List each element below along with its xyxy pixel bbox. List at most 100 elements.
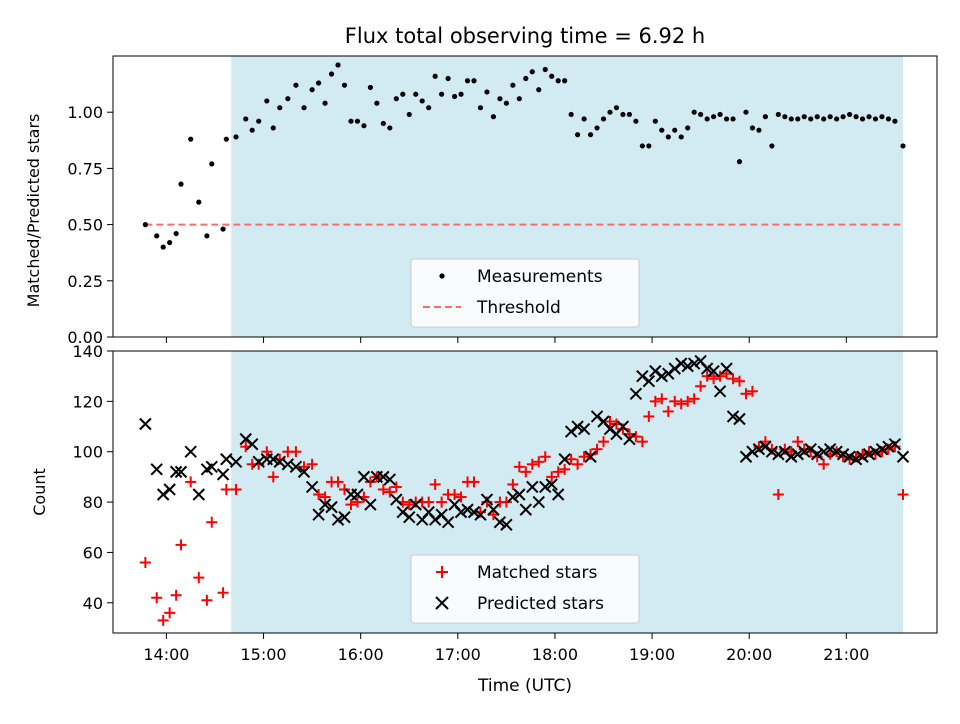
- measurement-point: [354, 118, 361, 124]
- measurement-point: [249, 127, 255, 133]
- predicted-star-point: [480, 493, 494, 506]
- measurement-point: [387, 125, 393, 131]
- measurement-point: [633, 118, 639, 124]
- measurement-point: [393, 96, 399, 102]
- x-tick-label: 18:00: [532, 645, 578, 664]
- measurement-point: [762, 114, 769, 120]
- measurement-point: [341, 82, 348, 88]
- predicted-star-point: [668, 362, 681, 375]
- predicted-star-point: [765, 445, 779, 458]
- predicted-star-point: [791, 448, 804, 461]
- measurement-point: [769, 143, 775, 149]
- measurement-point: [309, 87, 315, 93]
- predicted-star-point: [487, 503, 500, 516]
- predicted-star-point: [539, 480, 552, 494]
- measurement-point: [160, 244, 166, 250]
- measurement-point: [542, 66, 548, 73]
- matched-star-point: [403, 499, 415, 511]
- matched-star-point: [669, 395, 681, 407]
- legend-matched-marker: [436, 566, 448, 578]
- measurement-point: [173, 230, 179, 237]
- predicted-star-point: [205, 460, 218, 474]
- matched-star-point: [164, 607, 176, 619]
- measurement-point: [652, 118, 658, 124]
- predicted-star-point: [246, 437, 259, 451]
- measurement-point: [775, 111, 781, 118]
- predicted-star-point: [888, 437, 902, 451]
- matched-star-point: [139, 557, 151, 568]
- predicted-star-point: [441, 516, 455, 529]
- predicted-star-point: [675, 357, 688, 370]
- matched-star-point: [572, 458, 584, 470]
- measurement-point: [581, 116, 587, 122]
- measurement-point: [196, 199, 202, 205]
- measurement-point: [264, 98, 270, 104]
- y-tick-label: 80: [83, 493, 103, 512]
- predicted-star-point: [836, 448, 850, 461]
- measurement-point: [458, 91, 464, 97]
- measurement-point: [607, 109, 613, 115]
- predicted-star-point: [584, 450, 597, 463]
- predicted-star-point: [357, 470, 371, 484]
- x-tick-label: 20:00: [726, 645, 772, 664]
- matched-star-point: [714, 370, 726, 382]
- measurement-point: [821, 116, 827, 122]
- predicted-star-point: [192, 488, 206, 501]
- predicted-star-point: [239, 432, 252, 446]
- predicted-star-point: [390, 493, 403, 506]
- measurement-point: [795, 116, 801, 122]
- measurement-point: [510, 82, 516, 88]
- y-tick-label: 0.25: [67, 272, 103, 291]
- predicted-star-point: [759, 440, 772, 453]
- predicted-star-point: [252, 455, 265, 468]
- measurement-point: [233, 134, 239, 140]
- measurement-point: [600, 116, 607, 122]
- measurement-point: [801, 114, 807, 120]
- measurement-point: [367, 84, 373, 91]
- matched-star-point: [539, 451, 551, 463]
- predicted-star-point: [830, 445, 843, 458]
- predicted-star-point: [377, 470, 390, 484]
- predicted-star-point: [396, 505, 409, 519]
- predicted-star-point: [163, 483, 176, 496]
- measurement-point: [594, 125, 600, 131]
- predicted-star-point: [289, 460, 303, 474]
- predicted-star-point: [281, 458, 295, 471]
- matched-star-point: [436, 496, 448, 508]
- matched-star-point: [591, 443, 603, 455]
- measurement-point: [426, 105, 432, 111]
- predicted-star-point: [229, 455, 243, 468]
- predicted-star-point: [896, 450, 910, 463]
- matched-star-point: [201, 594, 213, 606]
- matched-star-point: [313, 489, 325, 501]
- measurement-point: [743, 109, 749, 115]
- time-x-axis: 14:00 15:00 16:00 17:00 18:00 19:00 20:00 21:00: [143, 633, 869, 664]
- predicted-star-point: [843, 450, 856, 463]
- predicted-star-point: [649, 364, 662, 378]
- measurement-point: [717, 111, 723, 118]
- predicted-star-point: [403, 510, 416, 524]
- measurement-point: [691, 109, 697, 115]
- predicted-star-point: [216, 468, 230, 481]
- predicted-star-point: [687, 357, 701, 370]
- predicted-star-point: [513, 488, 526, 501]
- measurement-point: [277, 105, 283, 111]
- predicted-star-point: [655, 369, 669, 383]
- matched-star-point: [818, 458, 830, 470]
- predicted-star-point: [752, 442, 766, 456]
- matched-star-point: [507, 478, 519, 490]
- matched-star-point: [175, 539, 187, 551]
- predicted-stars-points: [139, 354, 910, 531]
- predicted-star-point: [139, 417, 152, 431]
- measurement-point: [256, 118, 262, 124]
- matched-star-point: [643, 410, 655, 422]
- predicted-star-point: [636, 369, 649, 383]
- count-y-axis: 40 60 80 100 120 140: [72, 342, 113, 613]
- y-tick-label: 140: [72, 342, 103, 361]
- predicted-star-point: [461, 503, 474, 516]
- measurement-point: [142, 222, 148, 228]
- matched-star-point: [746, 385, 758, 397]
- matched-star-point: [384, 486, 396, 498]
- predicted-star-point: [364, 498, 377, 511]
- measurement-point: [400, 91, 406, 97]
